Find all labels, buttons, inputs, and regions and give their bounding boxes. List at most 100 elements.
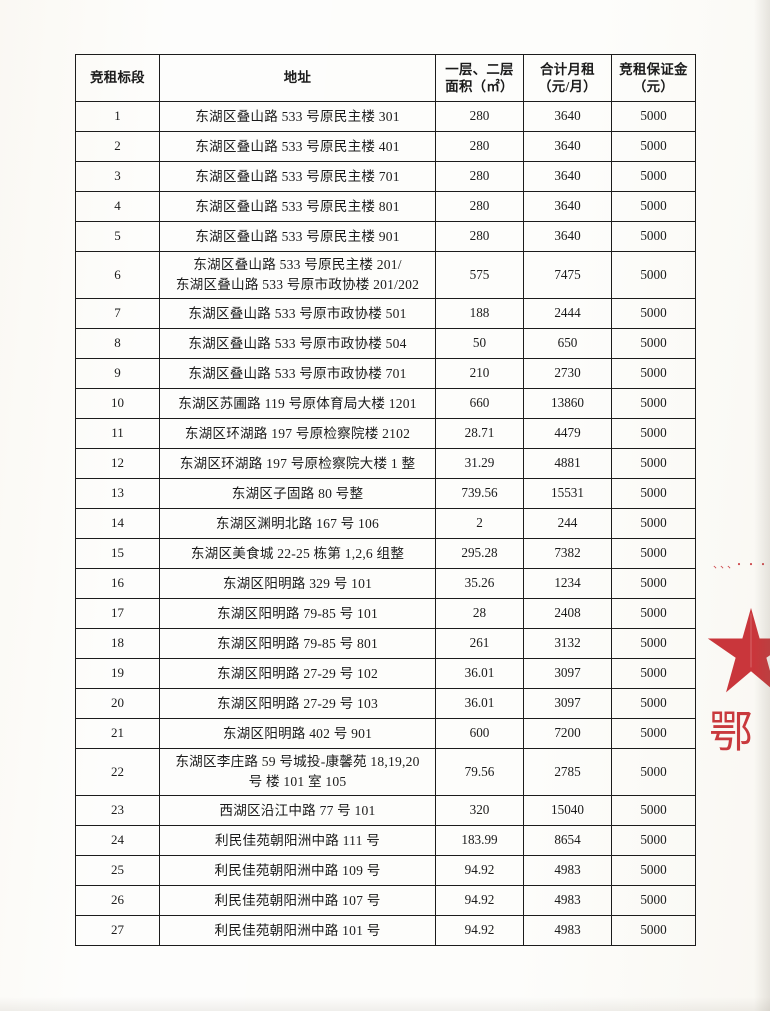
cell-address: 东湖区叠山路 533 号原民主楼 201/东湖区叠山路 533 号原市政协楼 2… [159,251,436,299]
cell-address-line: 东湖区叠山路 533 号原市政协楼 701 [188,365,407,381]
column-header-area-line2: 面积（㎡） [445,79,514,94]
table-row: 9 东湖区叠山路 533 号原市政协楼 701 210 2730 5000 [75,358,696,389]
cell-address: 东湖区阳明路 329 号 101 [159,568,436,599]
cell-address-line: 东湖区叠山路 533 号原民主楼 801 [195,198,400,214]
cell-rent: 7475 [523,251,612,299]
table-row: 14 东湖区渊明北路 167 号 106 2 244 5000 [75,508,696,539]
cell-address: 东湖区环湖路 197 号原检察院大楼 1 整 [159,448,436,479]
cell-rent: 4983 [523,885,612,916]
page-bottom-edge-shadow [0,997,770,1011]
cell-address: 东湖区阳明路 27-29 号 102 [159,658,436,689]
red-official-seal: 、、、・・・、 鄂 [703,556,770,776]
cell-rent: 7200 [523,718,612,749]
cell-rent: 3132 [523,628,612,659]
cell-address-line: 东湖区李庄路 59 号城投-康馨苑 18,19,20 [175,754,420,770]
cell-rent: 3640 [523,191,612,222]
cell-deposit: 5000 [611,508,696,539]
cell-address-line: 利民佳苑朝阳洲中路 101 号 [214,922,381,938]
table-row: 4 东湖区叠山路 533 号原民主楼 801 280 3640 5000 [75,191,696,222]
table-row: 17 东湖区阳明路 79-85 号 101 28 2408 5000 [75,598,696,629]
cell-area: 660 [435,388,524,419]
cell-area: 280 [435,131,524,162]
table-row: 1 东湖区叠山路 533 号原民主楼 301 280 3640 5000 [75,101,696,132]
cell-rent: 3640 [523,131,612,162]
cell-area: 28.71 [435,418,524,449]
table-row: 3 东湖区叠山路 533 号原民主楼 701 280 3640 5000 [75,161,696,192]
cell-address: 西湖区沿江中路 77 号 101 [159,795,436,826]
cell-address: 利民佳苑朝阳洲中路 109 号 [159,855,436,886]
cell-deposit: 5000 [611,298,696,329]
cell-address-line: 东湖区阳明路 79-85 号 101 [216,605,379,621]
cell-address-line: 东湖区叠山路 533 号原市政协楼 201/202 [175,277,420,292]
cell-address-line: 西湖区沿江中路 77 号 101 [219,802,376,818]
cell-area: 280 [435,161,524,192]
cell-deposit: 5000 [611,885,696,916]
cell-address: 东湖区叠山路 533 号原市政协楼 501 [159,298,436,329]
column-header-lot: 竞租标段 [75,54,160,102]
cell-address-line: 利民佳苑朝阳洲中路 111 号 [214,832,381,848]
cell-area: 36.01 [435,688,524,719]
cell-address-line: 东湖区叠山路 533 号原市政协楼 504 [188,335,407,351]
cell-lot: 24 [75,825,160,856]
cell-deposit: 5000 [611,568,696,599]
cell-address: 东湖区子固路 80 号整 [159,478,436,509]
cell-rent: 3097 [523,688,612,719]
cell-area: 2 [435,508,524,539]
column-header-area: 一层、二层 面积（㎡） [435,54,524,102]
table-row: 27 利民佳苑朝阳洲中路 101 号 94.92 4983 5000 [75,915,696,946]
cell-lot: 1 [75,101,160,132]
cell-address-line: 号 楼 101 室 105 [248,774,347,789]
cell-lot: 12 [75,448,160,479]
cell-rent: 4479 [523,418,612,449]
cell-lot: 7 [75,298,160,329]
cell-lot: 5 [75,221,160,252]
cell-deposit: 5000 [611,478,696,509]
cell-rent: 13860 [523,388,612,419]
table-row: 23 西湖区沿江中路 77 号 101 320 15040 5000 [75,795,696,826]
cell-lot: 19 [75,658,160,689]
cell-deposit: 5000 [611,748,696,796]
cell-lot: 23 [75,795,160,826]
column-header-address: 地址 [159,54,436,102]
cell-deposit: 5000 [611,795,696,826]
cell-address: 东湖区叠山路 533 号原民主楼 301 [159,101,436,132]
cell-area: 210 [435,358,524,389]
cell-lot: 25 [75,855,160,886]
table-row: 8 东湖区叠山路 533 号原市政协楼 504 50 650 5000 [75,328,696,359]
cell-lot: 18 [75,628,160,659]
cell-address-line: 东湖区叠山路 533 号原民主楼 701 [195,168,400,184]
cell-rent: 4983 [523,855,612,886]
cell-deposit: 5000 [611,358,696,389]
cell-address-line: 东湖区环湖路 197 号原检察院楼 2102 [184,425,411,441]
cell-area: 36.01 [435,658,524,689]
cell-deposit: 5000 [611,718,696,749]
column-header-rent: 合计月租 （元/月） [523,54,612,102]
cell-deposit: 5000 [611,131,696,162]
cell-area: 600 [435,718,524,749]
column-header-lot-label: 竞租标段 [90,70,145,86]
cell-lot: 20 [75,688,160,719]
cell-area: 28 [435,598,524,629]
table-row: 6 东湖区叠山路 533 号原民主楼 201/东湖区叠山路 533 号原市政协楼 … [75,251,696,299]
cell-area: 188 [435,298,524,329]
table-row: 10 东湖区苏圃路 119 号原体育局大楼 1201 660 13860 5000 [75,388,696,419]
cell-deposit: 5000 [611,418,696,449]
cell-rent: 2408 [523,598,612,629]
cell-address-line: 东湖区叠山路 533 号原民主楼 201/ [193,257,402,273]
cell-rent: 15531 [523,478,612,509]
cell-address: 东湖区阳明路 27-29 号 103 [159,688,436,719]
cell-rent: 4881 [523,448,612,479]
cell-deposit: 5000 [611,388,696,419]
table-header: 竞租标段 地址 一层、二层 面积（㎡） 合计月租 （元/月） 竞租保证金 [75,54,696,102]
cell-area: 575 [435,251,524,299]
cell-deposit: 5000 [611,628,696,659]
cell-address: 东湖区环湖路 197 号原检察院楼 2102 [159,418,436,449]
cell-lot: 9 [75,358,160,389]
column-header-area-line1: 一层、二层 [445,61,514,77]
cell-address: 东湖区叠山路 533 号原民主楼 901 [159,221,436,252]
table-row: 20 东湖区阳明路 27-29 号 103 36.01 3097 5000 [75,688,696,719]
cell-lot: 15 [75,538,160,569]
cell-address: 利民佳苑朝阳洲中路 111 号 [159,825,436,856]
cell-lot: 26 [75,885,160,916]
